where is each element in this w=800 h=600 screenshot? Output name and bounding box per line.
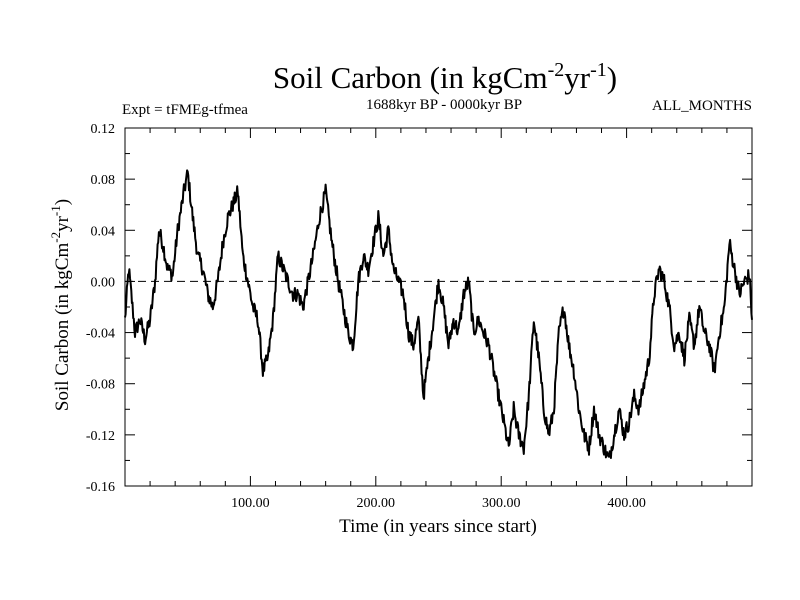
axis-ticks — [125, 127, 752, 487]
experiment-label: Expt = tFMEg-tfmea — [122, 102, 248, 118]
y-tick-label: -0.04 — [86, 327, 115, 342]
y-tick-label: -0.16 — [86, 480, 115, 495]
y-tick-label: 0.12 — [91, 122, 116, 137]
series-line — [124, 169, 753, 459]
y-tick-label: -0.12 — [86, 429, 115, 444]
axis-tick-labels: 0.12 0.08 0.04 0.00 -0.04 -0.08 -0.12 -0.16 100.… — [86, 122, 646, 511]
x-tick-label: 300.00 — [482, 496, 521, 511]
chart-title: Soil Carbon (in kgCm-2yr-1) — [273, 59, 617, 95]
y-tick-label: 0.08 — [91, 173, 116, 188]
x-tick-label: 200.00 — [357, 496, 396, 511]
x-tick-label: 400.00 — [607, 496, 646, 511]
y-tick-label: 0.00 — [91, 275, 116, 290]
y-tick-label: -0.08 — [86, 378, 115, 393]
y-tick-label: 0.04 — [91, 224, 116, 239]
period-label: 1688kyr BP - 0000kyr BP — [366, 97, 522, 113]
x-axis-label: Time (in years since start) — [339, 516, 537, 537]
x-tick-label: 100.00 — [231, 496, 270, 511]
y-axis-label: Soil Carbon (in kgCm-2yr-1) — [48, 199, 73, 411]
plot-frame — [124, 127, 753, 487]
months-label: ALL_MONTHS — [652, 98, 752, 114]
